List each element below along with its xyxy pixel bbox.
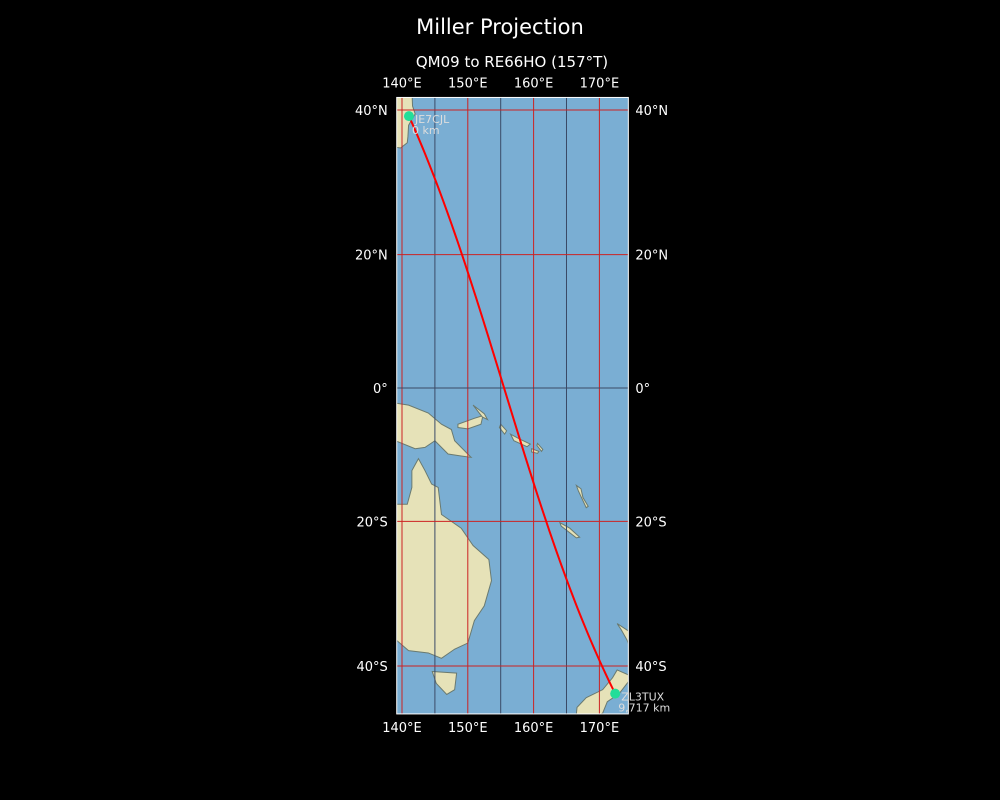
y-tick-left: 20°N [355,249,388,264]
x-tick-top: 160°E [514,76,554,91]
tick-labels: 140°E 150°E 160°E 170°E 140°E 150°E 160°… [355,76,668,735]
x-tick-top: 150°E [448,76,488,91]
landmass [431,670,458,696]
x-tick-top: 140°E [382,76,422,91]
y-tick-left: 40°S [356,660,387,675]
x-tick-bottom: 150°E [448,721,488,736]
station-distance: 9,717 km [618,702,670,715]
landmass [575,484,589,509]
y-tick-right: 0° [635,382,650,397]
station-call: JE7CJL [414,113,450,126]
graticule [396,97,629,714]
y-tick-right: 20°S [635,515,666,530]
landmass [396,402,473,459]
y-tick-right: 40°N [635,104,668,119]
x-tick-bottom: 170°E [580,721,620,736]
y-tick-left: 20°S [356,515,387,530]
map-area [396,97,629,714]
station-distance: 0 km [412,124,440,137]
map-frame [396,96,629,715]
landmass [616,623,629,645]
y-tick-right: 40°S [635,660,666,675]
y-tick-left: 40°N [355,104,388,119]
landmass [457,414,484,430]
y-tick-right: 20°N [635,249,668,264]
x-tick-bottom: 160°E [514,721,554,736]
landmass [575,669,629,714]
map-subtitle: QM09 to RE66HO (157°T) [416,53,608,71]
y-tick-left: 0° [373,382,388,397]
station-destination: ZL3TUX 9,717 km [610,688,670,715]
landmass [472,404,489,421]
station-call: ZL3TUX [621,691,664,704]
station-origin: JE7CJL 0 km [403,111,450,137]
landmass [558,521,581,539]
figure-title: Miller Projection [416,15,584,39]
x-tick-bottom: 140°E [382,721,422,736]
great-circle-path [408,115,617,695]
landmass [536,442,544,453]
station-marker [403,111,414,122]
x-tick-top: 170°E [580,76,620,91]
station-marker [610,688,621,699]
